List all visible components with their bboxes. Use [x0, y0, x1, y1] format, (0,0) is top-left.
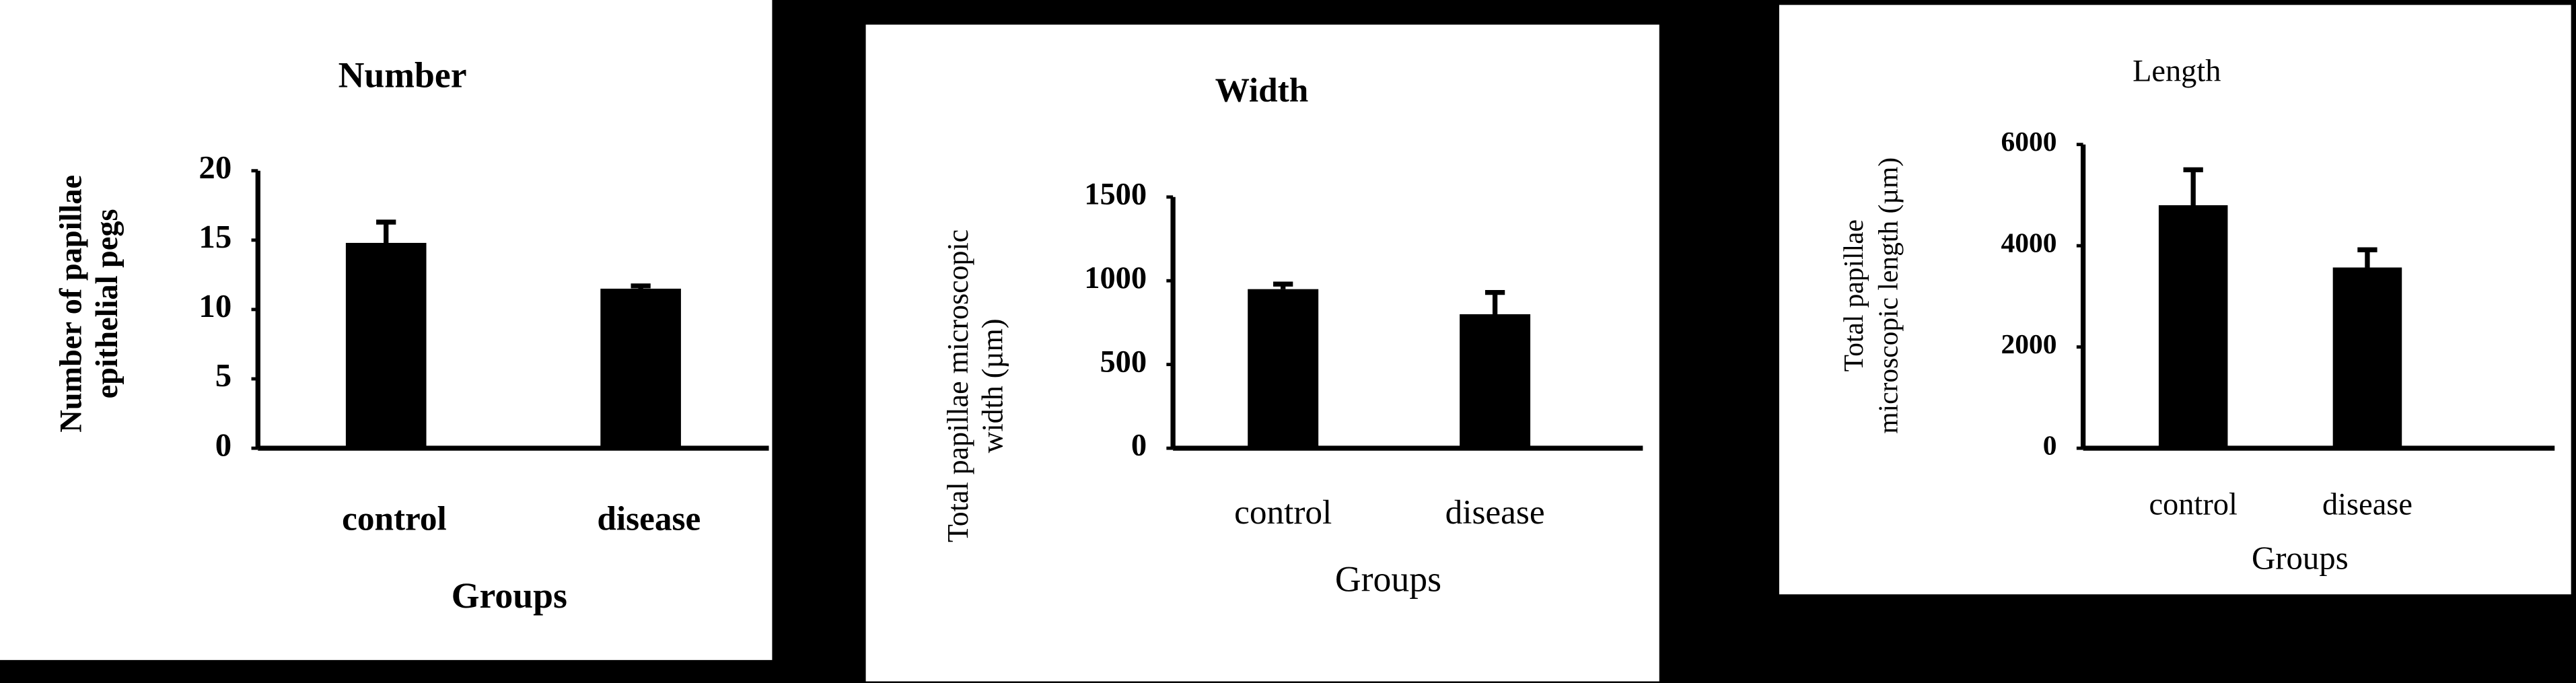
x-tick-label: disease — [597, 500, 701, 538]
chart-title: Length — [2133, 54, 2221, 88]
bar — [345, 242, 427, 449]
y-axis-label: Total papillae microscopic — [941, 229, 974, 542]
y-tick-label: 10 — [199, 288, 231, 324]
bar — [2158, 205, 2228, 449]
y-tick-label: 1500 — [1084, 177, 1147, 211]
y-tick-label: 2000 — [2001, 328, 2057, 359]
bar — [600, 288, 681, 449]
error-bar — [1273, 281, 1293, 289]
x-tick-label: control — [342, 500, 447, 538]
y-tick-label: 1000 — [1084, 261, 1147, 295]
x-axis-label: Groups — [1335, 559, 1441, 600]
chart-panel: Length 0 2000 4000 6000 control disease Groups T… — [1779, 5, 2571, 595]
bar — [2332, 267, 2402, 449]
x-tick-label: disease — [1445, 493, 1545, 532]
y-tick-label: 5 — [215, 357, 231, 394]
y-tick-label: 20 — [199, 149, 231, 186]
y-tick-label: 4000 — [2001, 227, 2057, 258]
error-bar — [376, 219, 396, 243]
x-tick-label: control — [2149, 488, 2237, 522]
error-bar — [2357, 247, 2377, 268]
y-tick-label: 0 — [2043, 430, 2057, 461]
y-tick-label: 0 — [1131, 429, 1147, 463]
y-tick-label: 6000 — [2001, 126, 2057, 157]
y-axis-label: width (µm) — [976, 319, 1009, 454]
y-axis-label: epithelial pegs — [90, 209, 124, 398]
chart-title: Number — [338, 55, 467, 95]
bar — [1248, 289, 1319, 449]
y-tick-label: 0 — [215, 427, 231, 463]
y-axis-label: Total papillae — [1838, 219, 1869, 371]
chart-title: Width — [1215, 71, 1309, 110]
error-bar — [631, 283, 651, 289]
y-axis-label: microscopic length (µm) — [1872, 157, 1904, 434]
x-tick-label: control — [1234, 493, 1332, 532]
chart-panel: Number 0 5 10 15 20 control disease Groups Number… — [0, 0, 773, 660]
x-axis-label: Groups — [452, 575, 567, 616]
y-tick-label: 15 — [199, 219, 231, 255]
error-bar — [1484, 289, 1505, 314]
bar — [1460, 314, 1531, 449]
x-tick-label: disease — [2322, 488, 2412, 522]
y-tick-label: 500 — [1100, 345, 1147, 379]
y-axis-label: Number of papillae — [54, 175, 88, 433]
x-axis-label: Groups — [2252, 540, 2349, 577]
error-bar — [2183, 167, 2203, 205]
